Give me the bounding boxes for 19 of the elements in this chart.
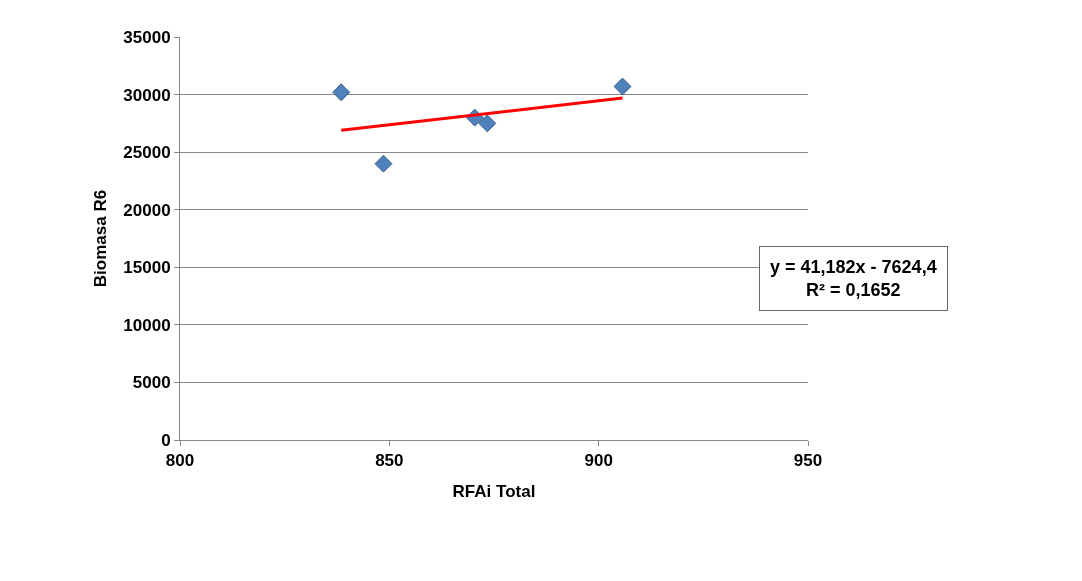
x-tick-label: 900	[584, 451, 613, 471]
point	[332, 83, 351, 102]
point	[613, 77, 632, 96]
point	[478, 114, 497, 133]
point	[374, 154, 393, 173]
x-tick-label: 950	[793, 451, 823, 471]
annotation: y = 41,182x - 7624,4 R² = 0,1652	[770, 257, 937, 301]
y-tick-label: 5000	[132, 373, 171, 393]
y-axis-title: Biomasa R6	[90, 189, 110, 288]
y-tick-label: 20000	[123, 200, 171, 220]
y-tick-label: 30000	[123, 85, 171, 105]
y-tick-label: 35000	[123, 27, 171, 47]
y-tick-label: 25000	[123, 143, 171, 163]
y-tick-label: 15000	[123, 258, 171, 278]
x-axis-title: RFAi Total	[452, 481, 536, 501]
x-tick-label: 800	[165, 451, 195, 471]
y-tick-label: 10000	[123, 315, 171, 335]
y-tick-label: 0	[161, 430, 171, 450]
x-tick-label: 850	[375, 451, 404, 471]
